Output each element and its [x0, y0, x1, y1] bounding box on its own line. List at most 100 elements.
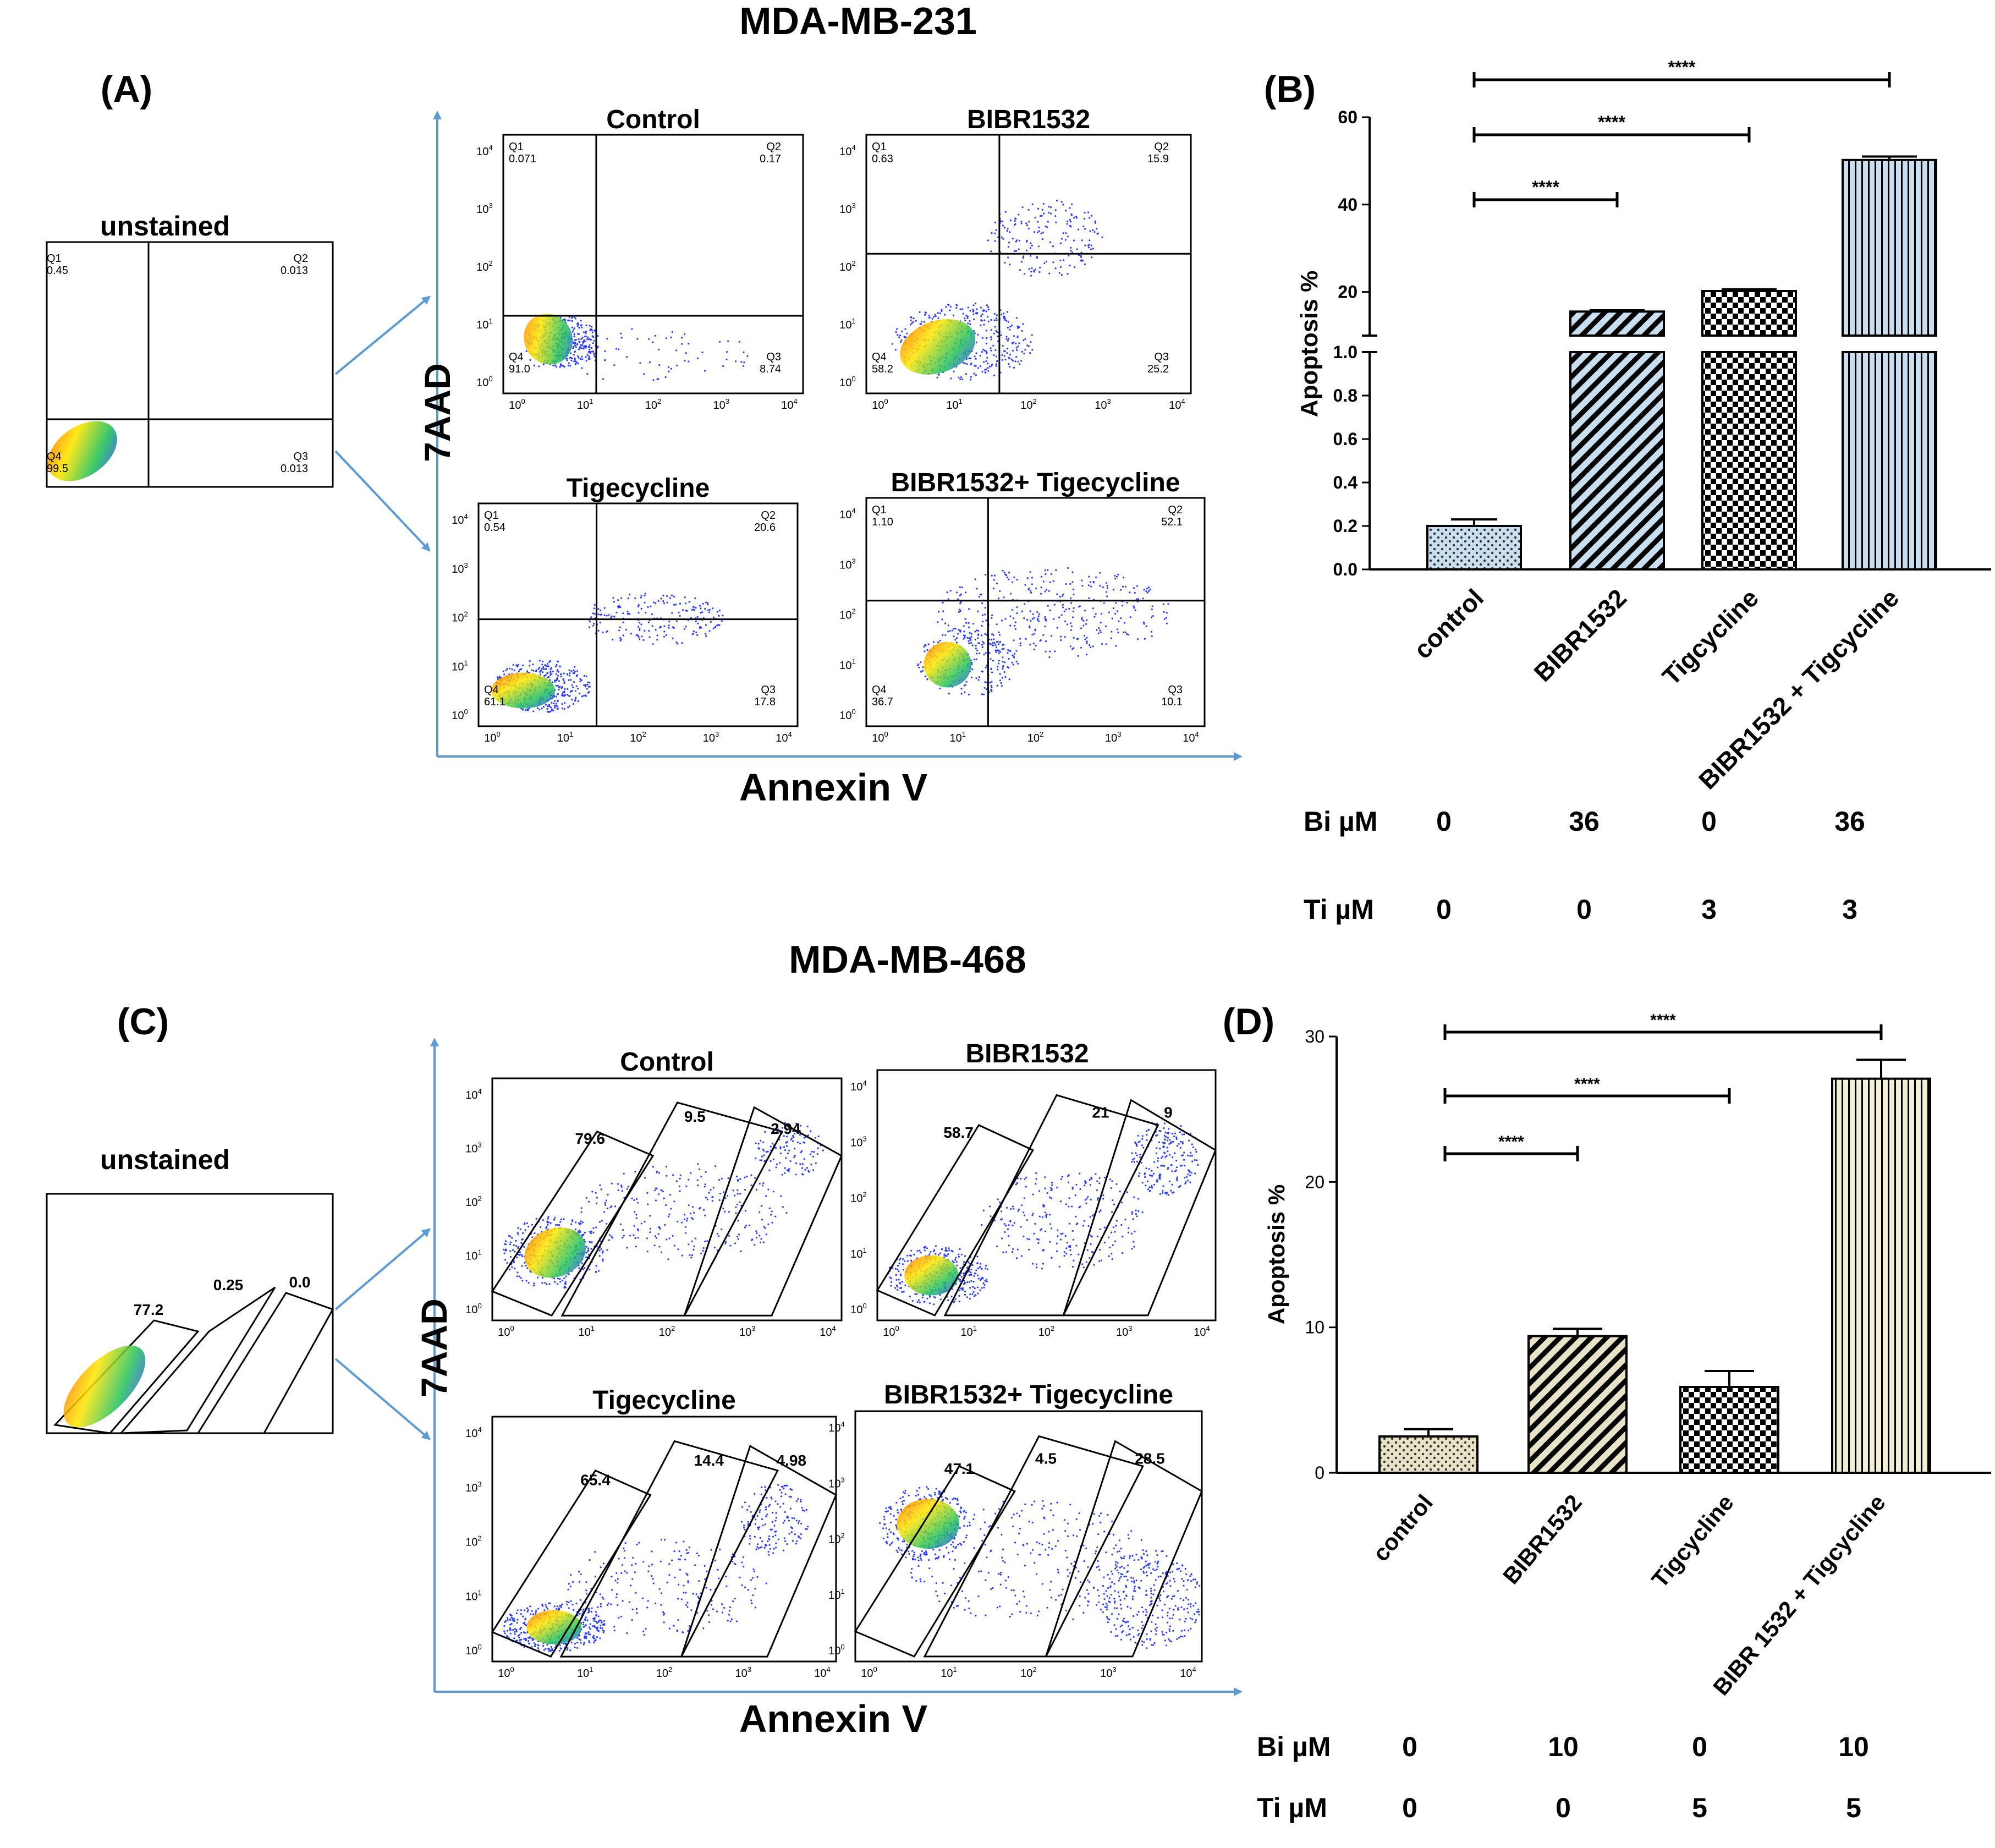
- event-dot: [1090, 1243, 1092, 1245]
- event-dot: [966, 637, 969, 639]
- event-dot: [969, 1274, 971, 1276]
- event-dot: [1131, 1213, 1133, 1215]
- event-dot: [939, 1298, 942, 1301]
- event-dot: [985, 1268, 987, 1270]
- event-dot: [1098, 1177, 1101, 1179]
- event-dot: [917, 1556, 919, 1559]
- event-dot: [695, 607, 697, 609]
- event-dot: [589, 1268, 591, 1271]
- event-dot: [545, 1648, 547, 1650]
- event-dot: [898, 1279, 900, 1281]
- event-dot: [1008, 1244, 1010, 1247]
- event-dot: [760, 1159, 763, 1161]
- event-dot: [554, 665, 557, 667]
- event-dot: [1037, 615, 1040, 617]
- event-dot: [668, 627, 670, 629]
- event-dot: [762, 1525, 764, 1527]
- event-dot: [599, 1637, 601, 1639]
- event-dot: [1132, 1218, 1134, 1220]
- event-dot: [1026, 239, 1028, 242]
- event-dot: [784, 1167, 786, 1169]
- event-dot: [560, 1606, 562, 1608]
- event-dot: [746, 355, 749, 357]
- event-dot: [636, 338, 639, 340]
- event-dot: [777, 1538, 779, 1540]
- event-dot: [535, 1611, 537, 1614]
- event-dot: [782, 1549, 784, 1551]
- event-dot: [1013, 576, 1015, 578]
- event-dot: [1147, 586, 1150, 589]
- event-dot: [1152, 1172, 1155, 1175]
- event-dot: [930, 1495, 932, 1497]
- event-dot: [673, 604, 675, 606]
- event-dot: [1005, 338, 1008, 340]
- event-dot: [1007, 256, 1009, 259]
- event-dot: [519, 1251, 521, 1253]
- event-dot: [560, 676, 562, 678]
- event-dot: [959, 1267, 961, 1269]
- y-tick-label: 103: [452, 561, 468, 575]
- event-dot: [941, 310, 943, 312]
- y-tick-label: 100: [839, 708, 855, 722]
- y-tick-label: 103: [465, 1141, 481, 1155]
- event-dot: [972, 1280, 975, 1283]
- event-dot: [728, 1610, 730, 1612]
- event-dot: [630, 1584, 632, 1587]
- event-dot: [541, 708, 543, 710]
- event-dot: [761, 1486, 763, 1488]
- event-dot: [675, 1542, 678, 1544]
- event-dot: [1157, 1157, 1159, 1159]
- event-dot: [1000, 1210, 1003, 1213]
- event-dot: [628, 1601, 631, 1603]
- event-dot: [1006, 311, 1008, 313]
- event-dot: [1034, 216, 1036, 219]
- event-dot: [930, 1251, 932, 1253]
- event-dot: [513, 1261, 515, 1264]
- event-dot: [996, 684, 998, 687]
- y-tick-label: 101: [839, 657, 855, 672]
- event-dot: [671, 594, 673, 596]
- event-dot: [548, 711, 550, 713]
- event-dot: [695, 1593, 697, 1595]
- y-tick-exponent: 0: [478, 1643, 482, 1651]
- event-dot: [953, 628, 955, 630]
- event-dot: [986, 304, 988, 306]
- event-dot: [1014, 652, 1016, 655]
- event-dot: [1055, 221, 1057, 223]
- event-dot: [1134, 1141, 1136, 1143]
- event-dot: [644, 629, 646, 632]
- gate-outline: [560, 1101, 784, 1317]
- section-title-top: MDA-MB-231: [739, 0, 977, 42]
- event-dot: [1187, 1173, 1189, 1176]
- event-dot: [670, 368, 672, 370]
- event-dot: [1165, 1136, 1167, 1138]
- event-dot: [693, 1245, 695, 1247]
- event-dot: [1070, 625, 1073, 628]
- event-dot: [763, 1154, 765, 1156]
- event-dot: [1023, 1235, 1025, 1237]
- event-dot: [574, 1646, 576, 1648]
- event-dot: [774, 1520, 777, 1522]
- event-dot: [1031, 633, 1034, 635]
- event-dot: [1044, 626, 1046, 628]
- event-dot: [952, 1251, 954, 1253]
- event-dot: [686, 610, 688, 612]
- x-tick-exponent: 2: [642, 730, 646, 738]
- event-dot: [981, 337, 983, 339]
- event-dot: [882, 1537, 884, 1539]
- event-dot: [959, 602, 961, 605]
- y-tick-exponent: 4: [852, 507, 856, 515]
- event-dot: [1087, 211, 1090, 213]
- event-dot: [553, 703, 555, 705]
- event-dot: [1050, 1189, 1052, 1192]
- event-dot: [911, 322, 913, 325]
- event-dot: [1020, 221, 1023, 223]
- event-dot: [545, 668, 547, 670]
- event-dot: [593, 1625, 596, 1627]
- event-dot: [999, 220, 1002, 222]
- event-dot: [586, 1246, 588, 1248]
- event-dot: [597, 1615, 600, 1617]
- event-dot: [759, 1235, 761, 1237]
- event-dot: [1032, 643, 1035, 645]
- event-dot: [763, 1160, 766, 1162]
